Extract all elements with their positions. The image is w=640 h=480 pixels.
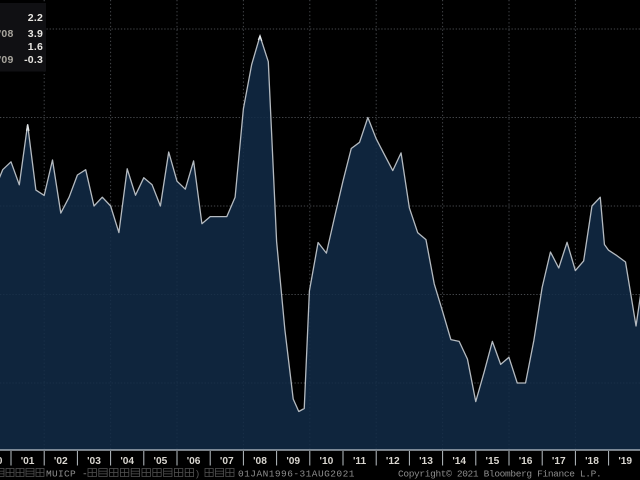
- svg-text:'18: '18: [585, 456, 599, 467]
- svg-text:'19: '19: [618, 456, 632, 467]
- svg-text:-0.3: -0.3: [24, 54, 43, 66]
- svg-text:Copyright© 2021 Bloomberg Fina: Copyright© 2021 Bloomberg Finance L.P.: [398, 469, 601, 480]
- svg-text:'09: '09: [286, 456, 300, 467]
- svg-text:2.2: 2.2: [28, 12, 43, 24]
- svg-text:'10: '10: [320, 456, 334, 467]
- svg-text:'14: '14: [452, 456, 466, 467]
- svg-text:'07: '07: [220, 456, 234, 467]
- svg-text:1.6: 1.6: [28, 41, 43, 53]
- svg-text:'08: '08: [0, 28, 14, 40]
- svg-text:'04: '04: [120, 456, 134, 467]
- svg-text:'11: '11: [353, 456, 367, 467]
- svg-text:'01: '01: [21, 456, 35, 467]
- svg-text:'02: '02: [54, 456, 68, 467]
- svg-text:'09: '09: [0, 54, 14, 66]
- svg-text:'16: '16: [519, 456, 533, 467]
- svg-text:'15: '15: [486, 456, 500, 467]
- svg-text:'05: '05: [154, 456, 168, 467]
- svg-text:'08: '08: [253, 456, 267, 467]
- svg-text:'12: '12: [386, 456, 400, 467]
- svg-text:'00: '00: [0, 456, 3, 467]
- svg-text:'03: '03: [87, 456, 101, 467]
- svg-text:3.9: 3.9: [28, 28, 43, 40]
- svg-text:01JAN1996-31AUG2021: 01JAN1996-31AUG2021: [238, 469, 355, 480]
- svg-text:'17: '17: [552, 456, 566, 467]
- svg-text:'13: '13: [419, 456, 433, 467]
- svg-text:): ): [196, 469, 199, 480]
- svg-text:'06: '06: [187, 456, 201, 467]
- svg-text:MUICP -: MUICP -: [46, 469, 88, 480]
